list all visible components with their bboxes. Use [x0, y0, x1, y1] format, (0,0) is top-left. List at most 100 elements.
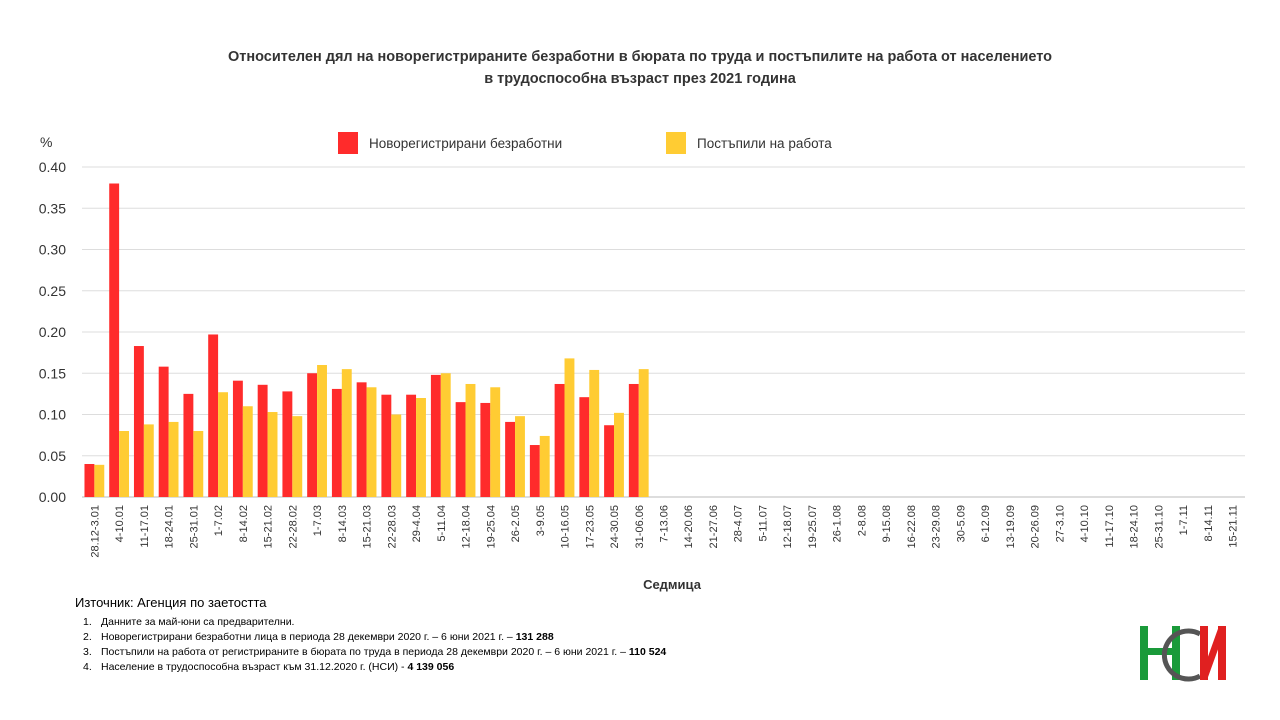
- x-tick-label: 29-4.04: [411, 505, 423, 542]
- bar: [554, 383, 565, 497]
- bar: [183, 393, 194, 497]
- x-tick-label: 12-18.04: [461, 505, 473, 548]
- y-axis-label: %: [40, 134, 52, 150]
- notes: Източник: Агенция по заетостта 1. Данните…: [75, 595, 666, 673]
- bar: [109, 183, 120, 497]
- x-tick-label: 31-06.06: [634, 505, 646, 548]
- bar: [614, 412, 624, 497]
- bar: [193, 431, 204, 497]
- bar: [232, 380, 243, 497]
- bar: [416, 398, 426, 497]
- bar: [366, 387, 377, 497]
- bar: [638, 369, 649, 497]
- x-tick-label: 28-4.07: [733, 505, 745, 542]
- source: Източник: Агенция по заетостта: [75, 595, 267, 610]
- y-tick-label: 0.30: [39, 242, 66, 258]
- x-tick-label: 8-14.11: [1203, 505, 1215, 542]
- y-tick-label: 0.15: [39, 365, 66, 381]
- x-tick-label: 1-7.03: [312, 505, 324, 536]
- x-tick-label: 25-31.01: [188, 505, 200, 548]
- x-tick-label: 19-25.07: [807, 505, 819, 548]
- x-tick-label: 28.12-3.01: [89, 505, 101, 558]
- x-tick-label: 24-30.05: [609, 505, 621, 548]
- chart-subtitle: в трудоспособна възраст през 2021 година: [484, 71, 797, 87]
- bar: [589, 369, 600, 497]
- legend-label: Новорегистрирани безработни: [369, 136, 562, 151]
- bar: [406, 394, 417, 497]
- x-tick-label: 10-16.05: [560, 505, 572, 548]
- x-tick-label: 15-21.03: [362, 505, 374, 548]
- x-tick-label: 22-28.02: [287, 505, 299, 548]
- bar: [455, 402, 466, 497]
- y-tick-label: 0.25: [39, 283, 66, 299]
- y-tick-label: 0.35: [39, 200, 66, 216]
- x-tick-label: 18-24.10: [1129, 505, 1141, 548]
- bar: [158, 366, 169, 497]
- bar: [381, 394, 392, 497]
- x-tick-label: 11-17.10: [1104, 505, 1116, 548]
- note-part: 2.: [83, 631, 92, 643]
- x-tick-label: 3-9.05: [535, 505, 547, 536]
- bar: [208, 334, 219, 497]
- x-tick-label: 16-22.08: [906, 505, 918, 548]
- y-tick-label: 0.05: [39, 448, 66, 464]
- note-part: 131 288: [515, 631, 554, 643]
- x-tick-label: 20-26.09: [1030, 505, 1042, 548]
- x-axis-label: Седмица: [643, 577, 702, 592]
- bar: [94, 464, 105, 497]
- note-part: 4 139 056: [407, 661, 455, 673]
- y-tick-label: 0.00: [39, 489, 66, 505]
- bar: [292, 416, 303, 497]
- bar: [143, 424, 154, 497]
- note: 3. Постъпили на работа от регистрираните …: [83, 646, 666, 658]
- bar: [242, 406, 253, 497]
- bar: [480, 402, 491, 497]
- x-tick-label: 25-31.10: [1153, 505, 1165, 548]
- bar: [430, 374, 441, 497]
- x-tick-label: 23-29.08: [931, 505, 943, 548]
- x-tick-label: 30-5.09: [955, 505, 967, 542]
- x-tick-label: 9-15.08: [881, 505, 893, 542]
- bar: [282, 391, 293, 497]
- x-tick-label: 12-18.07: [782, 505, 794, 548]
- legend-swatch: [666, 132, 686, 154]
- bar: [579, 397, 590, 497]
- x-tick-label: 26-1.08: [832, 505, 844, 542]
- bar: [539, 435, 550, 497]
- legend-label: Постъпили на работа: [697, 136, 832, 151]
- x-tick-label: 13-19.09: [1005, 505, 1017, 548]
- y-tick-label: 0.20: [39, 324, 66, 340]
- x-tick-label: 4-10.10: [1079, 505, 1091, 542]
- note-part: Постъпили на работа от регистрираните в …: [101, 646, 626, 658]
- x-tick-label: 1-7.11: [1178, 505, 1190, 535]
- bar: [133, 346, 144, 497]
- bar: [628, 383, 639, 497]
- bar: [168, 421, 179, 497]
- bar: [119, 431, 130, 497]
- bar: [564, 358, 575, 497]
- note-part: 3.: [83, 646, 92, 658]
- legend-swatch: [338, 132, 358, 154]
- logo: [1140, 626, 1226, 682]
- x-tick-label: 19-25.04: [485, 505, 497, 548]
- bar: [307, 373, 318, 497]
- x-tick-label: 4-10.01: [114, 505, 126, 542]
- bar: [505, 421, 516, 497]
- note-part: 1.: [83, 616, 92, 628]
- x-tick-label: 7-13.06: [659, 505, 671, 542]
- x-tick-label: 22-28.03: [386, 505, 398, 548]
- bar: [341, 369, 352, 497]
- bar: [604, 425, 615, 497]
- note-part: Данните за май-юни са предварителни.: [101, 616, 295, 628]
- bar: [84, 464, 95, 497]
- note-part: Население в трудоспособна възраст към 31…: [101, 661, 405, 673]
- note: 1. Данните за май-юни са предварителни.: [83, 616, 666, 628]
- note: 4. Население в трудоспособна възраст към …: [83, 661, 666, 673]
- chart-title: Относителен дял на новорегистрираните бе…: [228, 49, 1052, 65]
- bar: [218, 392, 228, 497]
- x-tick-label: 17-23.05: [584, 505, 596, 548]
- x-tick-label: 8-14.03: [337, 505, 349, 542]
- x-tick-label: 5-11.07: [757, 505, 769, 542]
- bar: [267, 412, 278, 497]
